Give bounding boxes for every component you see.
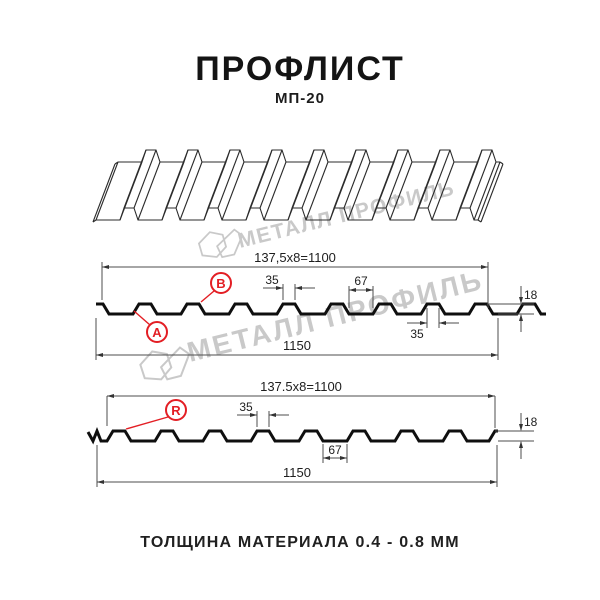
dim-overall-width-bottom: 1150 bbox=[96, 445, 498, 487]
material-thickness-note: ТОЛЩИНА МАТЕРИАЛА 0.4 - 0.8 ММ bbox=[140, 534, 460, 551]
dim-label-rib-top-width-top: 35 bbox=[265, 273, 279, 287]
dim-height-bottom: 18 bbox=[495, 413, 538, 459]
dim-label-height-top: 18 bbox=[524, 288, 538, 302]
sheet-right-cut-edge bbox=[477, 161, 504, 223]
profile-outline-bottom bbox=[86, 426, 498, 445]
product-code: МП-20 bbox=[275, 90, 325, 107]
sheet-left-cut-edge bbox=[92, 161, 119, 223]
profile-outline-top bbox=[96, 302, 546, 316]
dim-module-width-top: 137,5x8=1100 bbox=[101, 250, 489, 308]
callout-side-b: B bbox=[200, 272, 232, 303]
dim-overall-width-top: 1150 bbox=[95, 318, 499, 360]
dim-valley-width-bottom: 67 bbox=[322, 443, 348, 463]
callout-side-r: R bbox=[125, 399, 187, 430]
callout-letter-b: B bbox=[216, 276, 225, 291]
callout-letter-r: R bbox=[171, 403, 181, 418]
dim-rib-bottom-width-top: 35 bbox=[407, 308, 459, 341]
dim-label-rib-bottom-width-top: 35 bbox=[410, 327, 424, 341]
sheet-3d-view bbox=[92, 149, 504, 223]
dim-valley-width-top: 67 bbox=[348, 274, 374, 308]
dim-label-rib-top-width-bottom: 35 bbox=[239, 400, 253, 414]
sheet-back-edge bbox=[118, 149, 500, 163]
callout-circle-b bbox=[210, 272, 232, 294]
dim-module-width-bottom: 137.5x8=1100 bbox=[106, 379, 496, 428]
dim-rib-top-width-top: 35 bbox=[263, 273, 315, 300]
cross-section-top: 137,5x8=1100 35 67 bbox=[95, 250, 546, 360]
dim-label-overall-width-bottom: 1150 bbox=[283, 465, 311, 480]
dim-label-valley-width-bottom: 67 bbox=[328, 443, 342, 457]
callout-circle-r bbox=[165, 399, 187, 421]
dim-height-top: 18 bbox=[487, 286, 538, 332]
dim-label-module-width-top: 137,5x8=1100 bbox=[254, 250, 336, 265]
dim-label-height-bottom: 18 bbox=[524, 415, 538, 429]
page-title: ПРОФЛИСТ bbox=[195, 50, 405, 88]
watermark-logo-2 bbox=[137, 344, 194, 385]
dim-label-overall-width-top: 1150 bbox=[283, 338, 311, 353]
sheet-front-edge bbox=[96, 207, 478, 221]
dim-label-valley-width-top: 67 bbox=[354, 274, 368, 288]
dim-label-module-width-bottom: 137.5x8=1100 bbox=[260, 379, 342, 394]
callout-side-a: A bbox=[133, 310, 168, 343]
callout-letter-a: A bbox=[152, 325, 162, 340]
cross-section-bottom: 137.5x8=1100 35 67 bbox=[86, 379, 538, 487]
dim-rib-top-width-bottom: 35 bbox=[237, 400, 289, 427]
callout-circle-a bbox=[146, 321, 168, 343]
